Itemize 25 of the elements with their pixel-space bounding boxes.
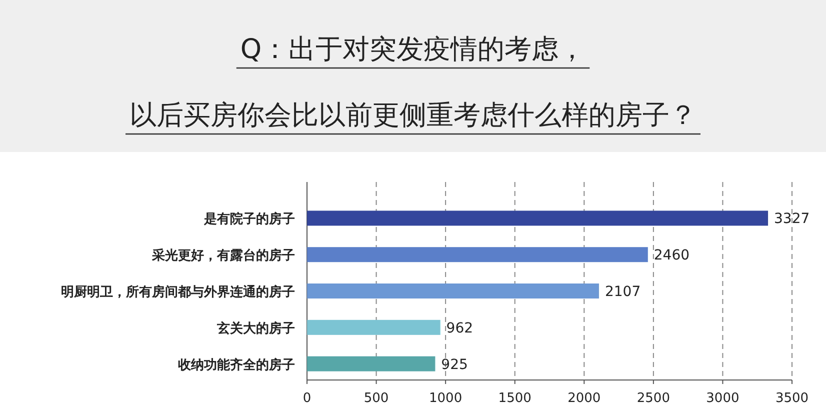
x-tick-label: 2000 xyxy=(568,391,601,406)
chart-subtitle: 以后买房你会比以前更侧重考虑什么样的房子？ xyxy=(130,100,696,131)
bar xyxy=(307,284,599,298)
y-tick-label: 玄关大的房子 xyxy=(216,320,295,336)
x-tick-label: 1500 xyxy=(498,391,532,406)
x-tick-label: 3000 xyxy=(706,391,740,406)
data-label: 2460 xyxy=(654,248,690,264)
x-tick-label: 3500 xyxy=(775,391,809,406)
data-label: 2107 xyxy=(604,284,641,300)
y-tick-label: 收纳功能齐全的房子 xyxy=(178,356,295,373)
y-tick-label: 明厨明卫，所有房间都与外界连通的房子 xyxy=(61,284,295,300)
bar xyxy=(307,210,768,226)
y-tick-label: 是有院子的房子 xyxy=(203,211,295,228)
x-tick-label: 2500 xyxy=(636,391,670,406)
x-tick-label: 1000 xyxy=(429,391,462,406)
bar xyxy=(307,247,648,262)
bar xyxy=(307,320,440,335)
data-label: 925 xyxy=(441,356,468,373)
chart-title: Q：出于对突发疫情的考虑， xyxy=(240,34,586,65)
x-tick-label: 500 xyxy=(364,391,389,406)
data-label: 962 xyxy=(446,320,474,336)
data-label: 3327 xyxy=(774,211,810,228)
y-tick-label: 采光更好，有露台的房子 xyxy=(151,248,295,264)
x-tick-label: 0 xyxy=(302,391,312,406)
bar xyxy=(307,356,436,372)
